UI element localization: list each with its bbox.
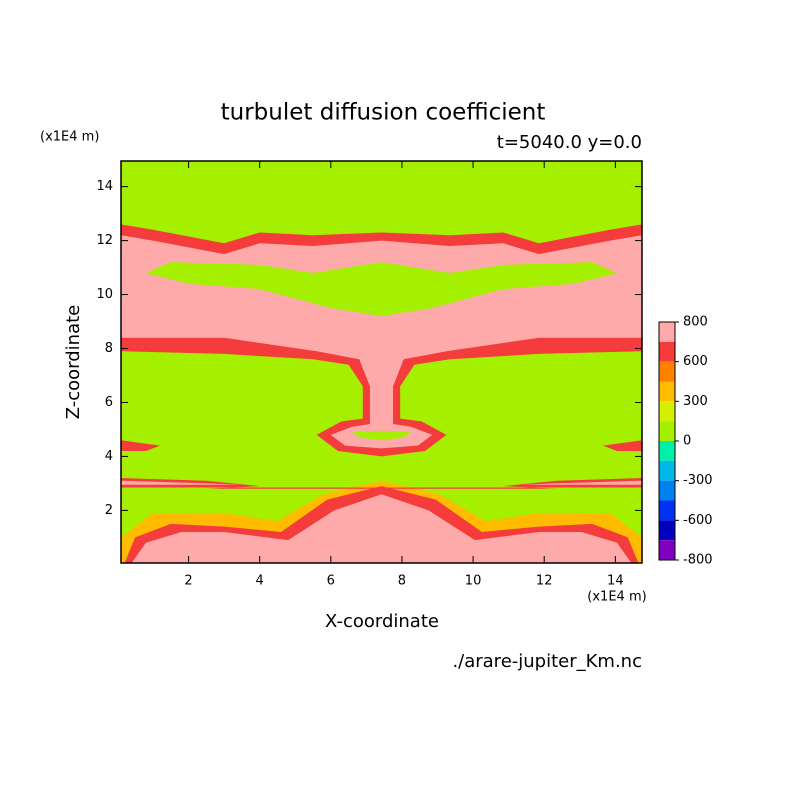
colorbar-tick-label: 600 (683, 354, 708, 369)
y-tick-label: 6 (105, 395, 113, 410)
colorbar-box (659, 500, 675, 521)
x-unit: (x1E4 m) (587, 590, 646, 605)
colorbar-tick-label: -800 (683, 553, 713, 568)
y-tick-label: 4 (105, 449, 113, 464)
colorbar-box (659, 361, 675, 382)
source-label: ./arare-jupiter_Km.nc (452, 651, 642, 672)
colorbar-tick-label: 0 (683, 434, 691, 449)
colorbar-tick-label: 800 (683, 315, 708, 330)
contour-region (145, 262, 618, 317)
y-unit: (x1E4 m) (40, 130, 99, 145)
y-tick-label: 8 (105, 341, 113, 356)
contour-region (121, 480, 642, 485)
colorbar-box (659, 421, 675, 441)
x-axis-label: X-coordinate (325, 611, 439, 632)
x-tick-label: 12 (536, 574, 553, 589)
colorbar-box (659, 480, 675, 501)
contour-region (131, 494, 632, 563)
x-tick-label: 14 (607, 574, 624, 589)
contour-field (121, 161, 642, 563)
colorbar-box (659, 520, 675, 541)
x-tick-label: 2 (184, 574, 192, 589)
x-tick-label: 6 (327, 574, 335, 589)
x-tick-label: 4 (256, 574, 264, 589)
colorbar-tick-label: -300 (683, 473, 713, 488)
chart-title: turbulet diffusion coefficient (221, 100, 546, 126)
y-tick-label: 10 (96, 287, 113, 302)
colorbar-box (659, 322, 675, 342)
x-tick-label: 10 (465, 574, 482, 589)
colorbar-box (659, 460, 675, 481)
y-tick-label: 2 (105, 503, 113, 518)
x-tick-label: 8 (398, 574, 406, 589)
contour-region (352, 430, 411, 441)
y-axis-label: Z-coordinate (63, 305, 84, 420)
colorbar-tick-label: 300 (683, 394, 708, 409)
colorbar-box (659, 341, 675, 362)
plot-frame (120, 160, 643, 564)
colorbar-tick-label: -600 (683, 513, 713, 528)
colorbar-box (659, 441, 675, 461)
colorbar-box (659, 381, 675, 402)
y-tick-label: 12 (96, 233, 113, 248)
y-tick-label: 14 (96, 179, 113, 194)
colorbar-box (659, 540, 675, 560)
chart-subtitle: t=5040.0 y=0.0 (497, 132, 642, 153)
colorbar-box (659, 401, 675, 422)
contour-region (121, 478, 642, 489)
